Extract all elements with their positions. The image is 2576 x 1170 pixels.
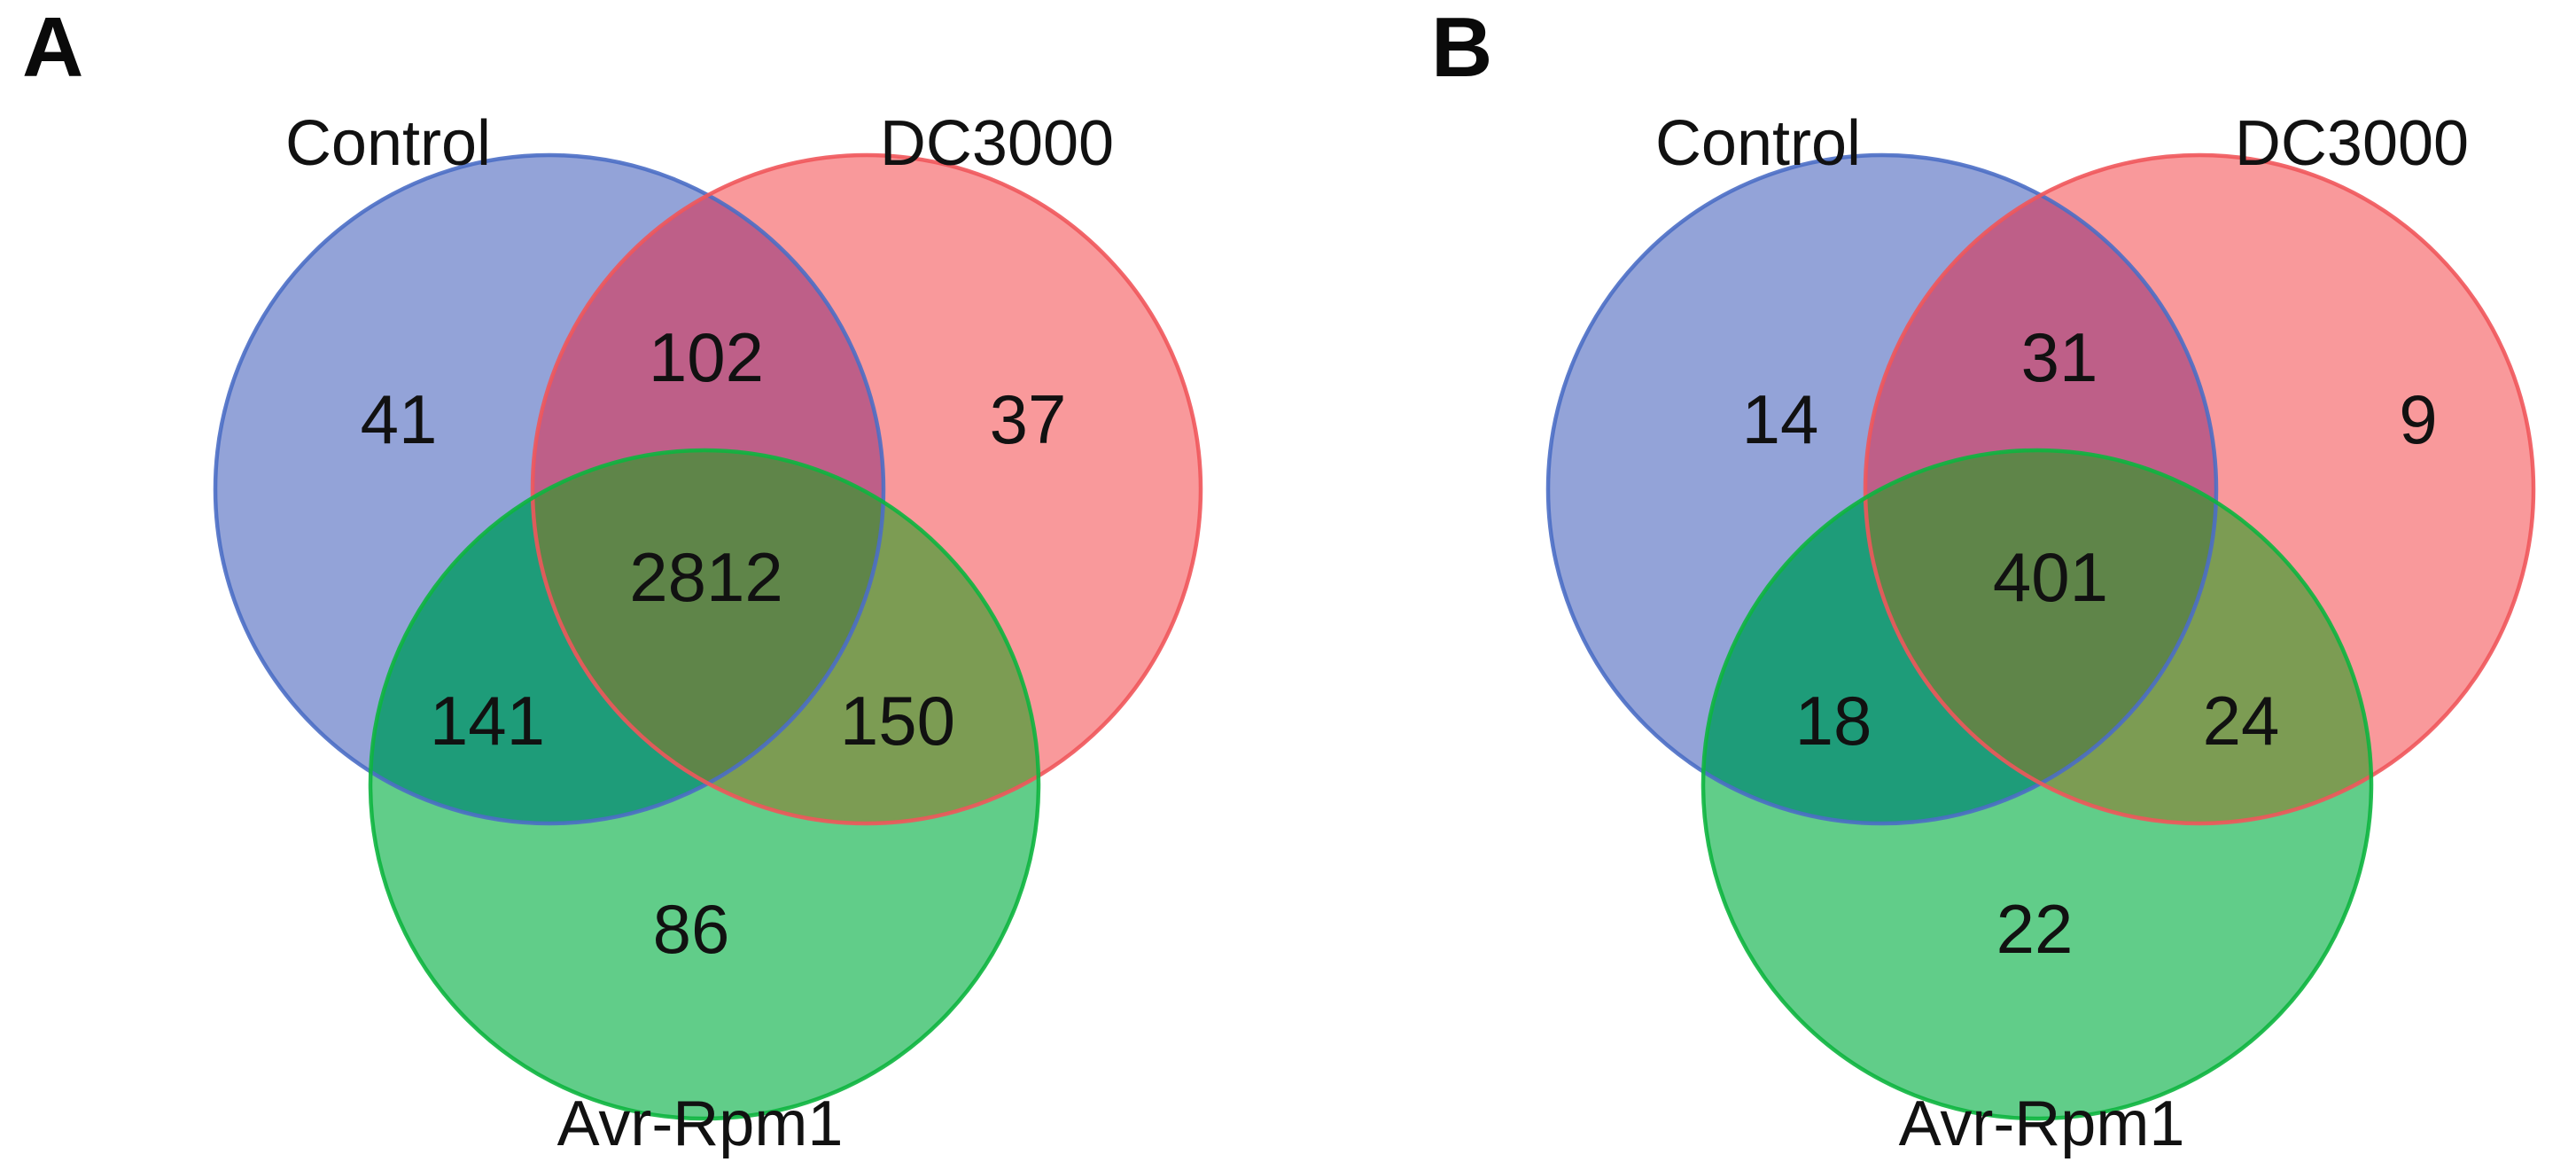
- panel-b-letter: B: [1431, 0, 1493, 95]
- count-avrrpm1-only: 86: [653, 890, 730, 968]
- count-dc3000-only: 37: [990, 380, 1067, 458]
- count-dc3000-only: 9: [2399, 380, 2437, 458]
- set-label-dc3000: DC3000: [2235, 108, 2469, 179]
- panel-a-letter: A: [22, 0, 84, 95]
- venn-diagram-panel-a: Control DC3000 Avr-Rpm1 41 102 37 2812 1…: [213, 108, 1203, 1159]
- set-label-control: Control: [1655, 108, 1861, 179]
- count-all-three: 401: [1993, 538, 2108, 616]
- set-label-dc3000: DC3000: [880, 108, 1114, 179]
- set-label-avrrpm1: Avr-Rpm1: [557, 1088, 844, 1159]
- count-control-only: 41: [361, 380, 438, 458]
- avrrpm1-circle-outline: [1700, 448, 2374, 1121]
- count-dc3000-avrrpm1: 24: [2203, 682, 2280, 760]
- dc3000-circle-outline: [1863, 152, 2536, 826]
- control-circle-outline: [1545, 152, 2219, 826]
- set-label-control: Control: [285, 108, 491, 179]
- count-avrrpm1-only: 22: [1996, 890, 2074, 968]
- count-all-three: 2812: [629, 538, 783, 616]
- venn-diagram-panel-b: Control DC3000 Avr-Rpm1 14 31 9 401 18 2…: [1545, 108, 2536, 1159]
- control-circle-outline: [213, 152, 886, 826]
- avrrpm1-circle-outline: [368, 448, 1041, 1121]
- count-control-dc3000: 31: [2021, 318, 2098, 396]
- dc3000-circle-outline: [530, 152, 1203, 826]
- count-control-dc3000: 102: [649, 318, 764, 396]
- count-dc3000-avrrpm1: 150: [840, 682, 955, 760]
- count-control-avrrpm1: 18: [1795, 682, 1872, 760]
- set-label-avrrpm1: Avr-Rpm1: [1899, 1088, 2185, 1159]
- count-control-avrrpm1: 141: [430, 682, 545, 760]
- count-control-only: 14: [1742, 380, 1819, 458]
